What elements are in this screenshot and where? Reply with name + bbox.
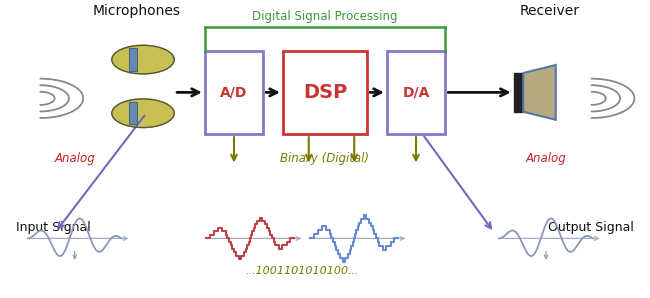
Polygon shape: [514, 73, 523, 112]
Circle shape: [112, 99, 174, 128]
Text: Output Signal: Output Signal: [548, 221, 634, 234]
Text: Analog: Analog: [526, 152, 566, 165]
FancyBboxPatch shape: [129, 102, 136, 125]
FancyBboxPatch shape: [283, 51, 367, 134]
Polygon shape: [523, 65, 556, 120]
FancyBboxPatch shape: [129, 48, 136, 71]
FancyBboxPatch shape: [387, 51, 445, 134]
Text: DSP: DSP: [303, 83, 347, 102]
Text: ...1001101010100...: ...1001101010100...: [246, 266, 359, 276]
Circle shape: [112, 45, 174, 74]
Text: Digital Signal Processing: Digital Signal Processing: [252, 10, 398, 24]
Text: Input Signal: Input Signal: [16, 221, 91, 234]
FancyBboxPatch shape: [205, 51, 263, 134]
Text: Microphones: Microphones: [92, 4, 181, 18]
Text: Analog: Analog: [55, 152, 95, 165]
Text: Receiver: Receiver: [519, 4, 579, 18]
Text: A/D: A/D: [220, 86, 248, 99]
Text: Binary (Digital): Binary (Digital): [281, 152, 369, 165]
Text: D/A: D/A: [402, 86, 430, 99]
